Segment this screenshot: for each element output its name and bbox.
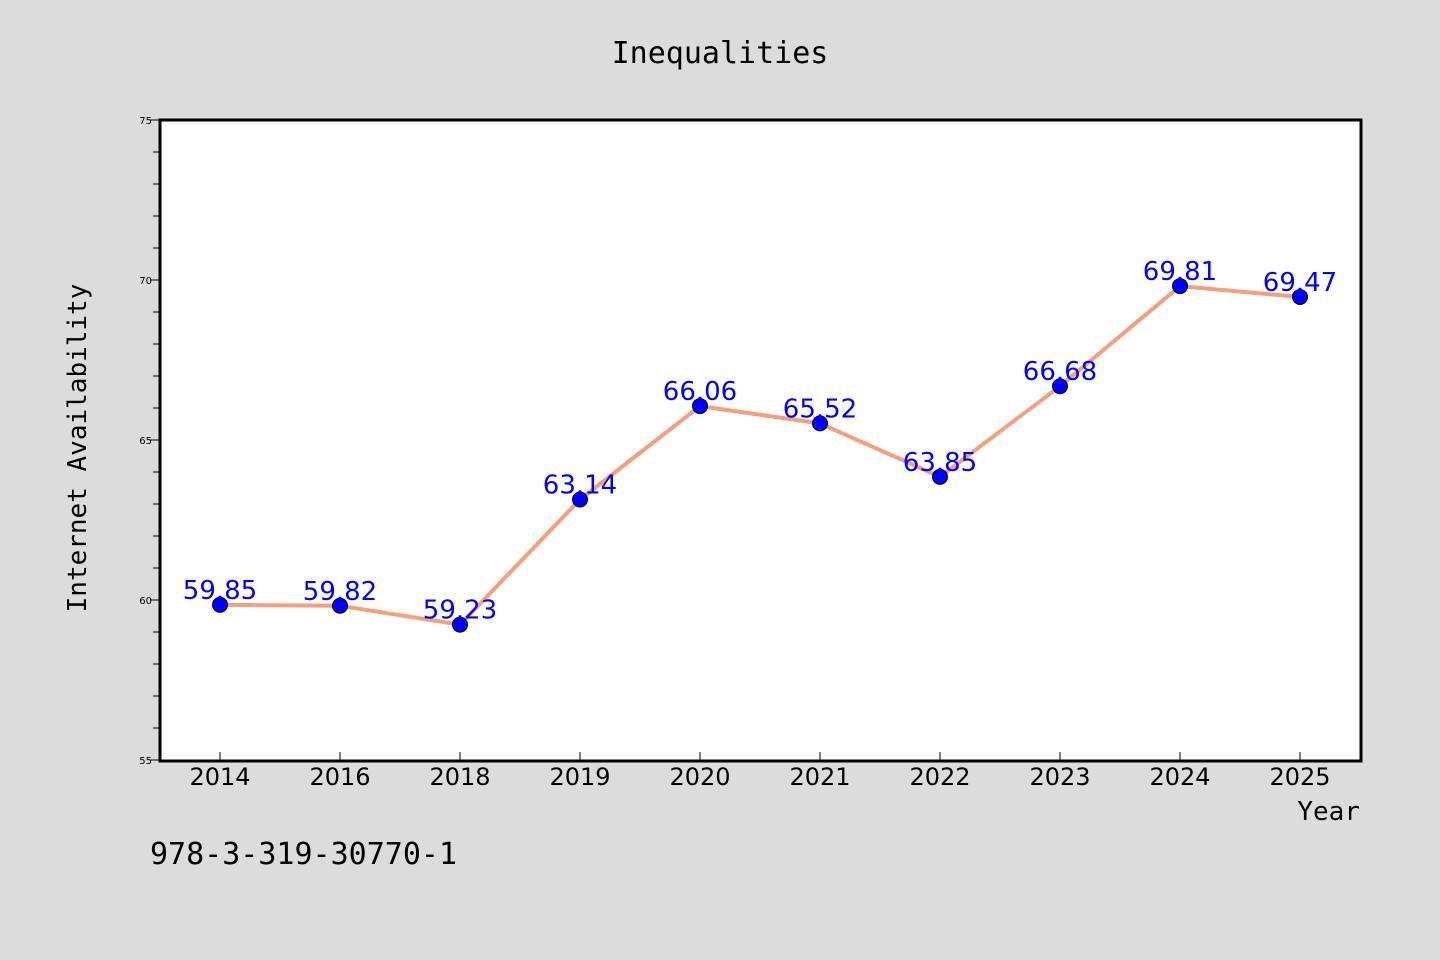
plot-area: [158, 118, 1363, 763]
y-tick-label: 70: [139, 276, 152, 287]
chart-title: Inequalities: [612, 36, 829, 71]
data-point: [1292, 288, 1308, 305]
series-line: [219, 284, 1301, 627]
isbn-footnote: 978-3-319-30770-1: [150, 837, 457, 872]
data-label: 63.14: [543, 471, 617, 501]
data-label: 65.52: [783, 394, 857, 424]
data-label: 59.23: [423, 596, 497, 626]
y-tick-label: 65: [139, 436, 152, 447]
x-tick-label: 2020: [669, 763, 730, 791]
data-point: [212, 596, 228, 613]
y-tick-label: 75: [139, 116, 152, 127]
data-point: [1172, 278, 1188, 295]
data-point: [332, 597, 348, 614]
data-label: 69.81: [1143, 257, 1217, 287]
data-point: [1052, 378, 1068, 395]
x-tick-label: 2021: [789, 763, 850, 791]
data-label: 69.47: [1263, 268, 1337, 298]
data-point: [692, 398, 708, 415]
x-tick-label: 2014: [189, 763, 250, 791]
x-tick-label: 2019: [549, 763, 610, 791]
x-tick-label: 2025: [1269, 763, 1330, 791]
data-point: [932, 468, 948, 485]
data-label: 59.85: [183, 576, 257, 606]
data-point: [812, 415, 828, 432]
data-label: 63.85: [903, 448, 977, 478]
y-axis: 55 60 65 70 75: [139, 116, 160, 767]
x-tick-label: 2024: [1149, 763, 1210, 791]
data-labels: 59.85 59.82 59.23 63.14 66.06 65.52 63.85 66.68…: [183, 257, 1337, 626]
data-label: 59.82: [303, 577, 377, 607]
y-axis-label: Internet Availability: [63, 284, 93, 613]
x-tick-label: 2016: [309, 763, 370, 791]
x-axis-label: Year: [1297, 797, 1360, 827]
x-tick-label: 2022: [909, 763, 970, 791]
x-axis: 2014 2016 2018 2019 2020 2021 2022 2023 2024 2025: [189, 752, 1331, 791]
data-point: [452, 616, 468, 633]
data-label: 66.06: [663, 377, 737, 407]
data-label: 66.68: [1023, 357, 1097, 387]
data-point: [572, 491, 588, 508]
x-tick-label: 2018: [429, 763, 490, 791]
x-tick-label: 2023: [1029, 763, 1090, 791]
y-tick-label: 55: [139, 756, 152, 767]
y-tick-label: 60: [139, 596, 152, 607]
series-markers: [212, 278, 1308, 633]
